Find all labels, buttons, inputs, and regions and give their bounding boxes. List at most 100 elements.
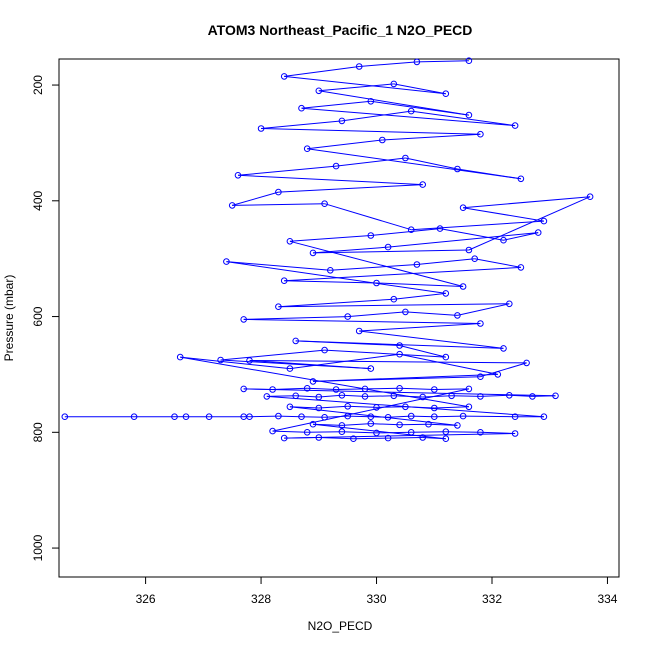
series-segment (289, 240, 464, 287)
data-point (286, 403, 294, 411)
y-tick-label: 200 (31, 75, 45, 95)
data-point (286, 238, 294, 245)
data-point (246, 413, 253, 421)
data-point (355, 63, 363, 70)
data-point (465, 111, 473, 119)
series-segment (324, 203, 412, 231)
data-point (275, 412, 282, 420)
series-segment (318, 437, 354, 440)
data-point (500, 345, 507, 352)
data-point (130, 413, 138, 421)
data-point (373, 429, 380, 437)
data-point (315, 434, 323, 441)
series-segment (341, 423, 371, 426)
data-point (529, 393, 536, 400)
series-segment (307, 139, 383, 150)
y-axis: 200 400 600 800 1000 (31, 75, 60, 561)
data-layer (61, 57, 594, 443)
y-tick-label: 1000 (31, 534, 45, 561)
data-point (431, 404, 438, 412)
series-segment (399, 345, 446, 358)
data-point (176, 353, 184, 361)
series-segment (232, 191, 279, 206)
series-segment (272, 388, 470, 432)
data-point (182, 413, 190, 421)
series-segment (278, 303, 510, 308)
data-point (413, 58, 421, 66)
series-segment (318, 405, 348, 409)
series-segment (307, 387, 337, 390)
data-point (292, 392, 300, 400)
data-point (384, 434, 392, 442)
series-segment (318, 90, 469, 116)
data-point (367, 420, 375, 427)
data-point (292, 337, 300, 345)
data-point (309, 420, 317, 428)
data-point (390, 295, 398, 303)
series-segment (503, 232, 539, 241)
data-point (228, 202, 236, 209)
data-point (332, 386, 340, 393)
series-segment (336, 388, 366, 390)
chart-title: ATOM3 Northeast_Pacific_1 N2O_PECD (208, 22, 473, 38)
data-point (361, 393, 369, 400)
series-segment (266, 395, 296, 397)
data-point (517, 175, 525, 183)
series-segment (388, 437, 423, 439)
data-point (384, 243, 392, 251)
series-segment (341, 431, 377, 434)
series-segment (336, 157, 406, 167)
data-point (303, 385, 311, 392)
data-point (286, 365, 294, 372)
data-point (332, 162, 340, 170)
series-segment (353, 437, 389, 440)
data-point (517, 264, 525, 271)
data-point (171, 413, 178, 421)
series-segment (364, 387, 400, 390)
series-segment (284, 266, 521, 282)
series-segment (434, 406, 469, 409)
data-point (373, 404, 380, 411)
series-segment (422, 395, 452, 398)
series-segment (370, 228, 441, 236)
data-point (442, 428, 450, 436)
data-point (454, 165, 461, 173)
data-point (471, 255, 479, 263)
data-point (402, 403, 409, 411)
data-point (269, 386, 276, 393)
series-segment (509, 394, 533, 397)
series-segment (359, 61, 417, 67)
data-point (321, 346, 328, 354)
series-segment (399, 387, 435, 390)
series-segment (411, 110, 516, 127)
series-segment (307, 431, 342, 433)
data-point (511, 430, 519, 437)
series-segment (463, 207, 544, 222)
data-point (500, 236, 507, 244)
series-segment (463, 415, 516, 418)
data-point (309, 378, 317, 385)
series-segment (284, 66, 360, 77)
series-segment (312, 423, 342, 426)
data-point (459, 283, 467, 290)
data-point (407, 107, 415, 115)
x-tick-label: 330 (367, 592, 387, 606)
data-point (234, 172, 242, 179)
data-point (402, 154, 409, 162)
data-point (344, 412, 352, 420)
data-point (506, 392, 513, 399)
series-segment (468, 196, 591, 251)
series-segment (324, 415, 348, 418)
series-segment (405, 311, 458, 316)
data-point (350, 435, 357, 443)
data-point (477, 373, 484, 381)
plot-frame (58, 58, 620, 578)
data-point (280, 434, 288, 442)
series-segment (295, 340, 504, 349)
data-point (477, 130, 484, 138)
data-point (477, 320, 484, 327)
series-segment (312, 246, 389, 254)
x-tick-label: 326 (136, 592, 156, 606)
series-segment (411, 415, 435, 418)
data-point (298, 104, 305, 112)
